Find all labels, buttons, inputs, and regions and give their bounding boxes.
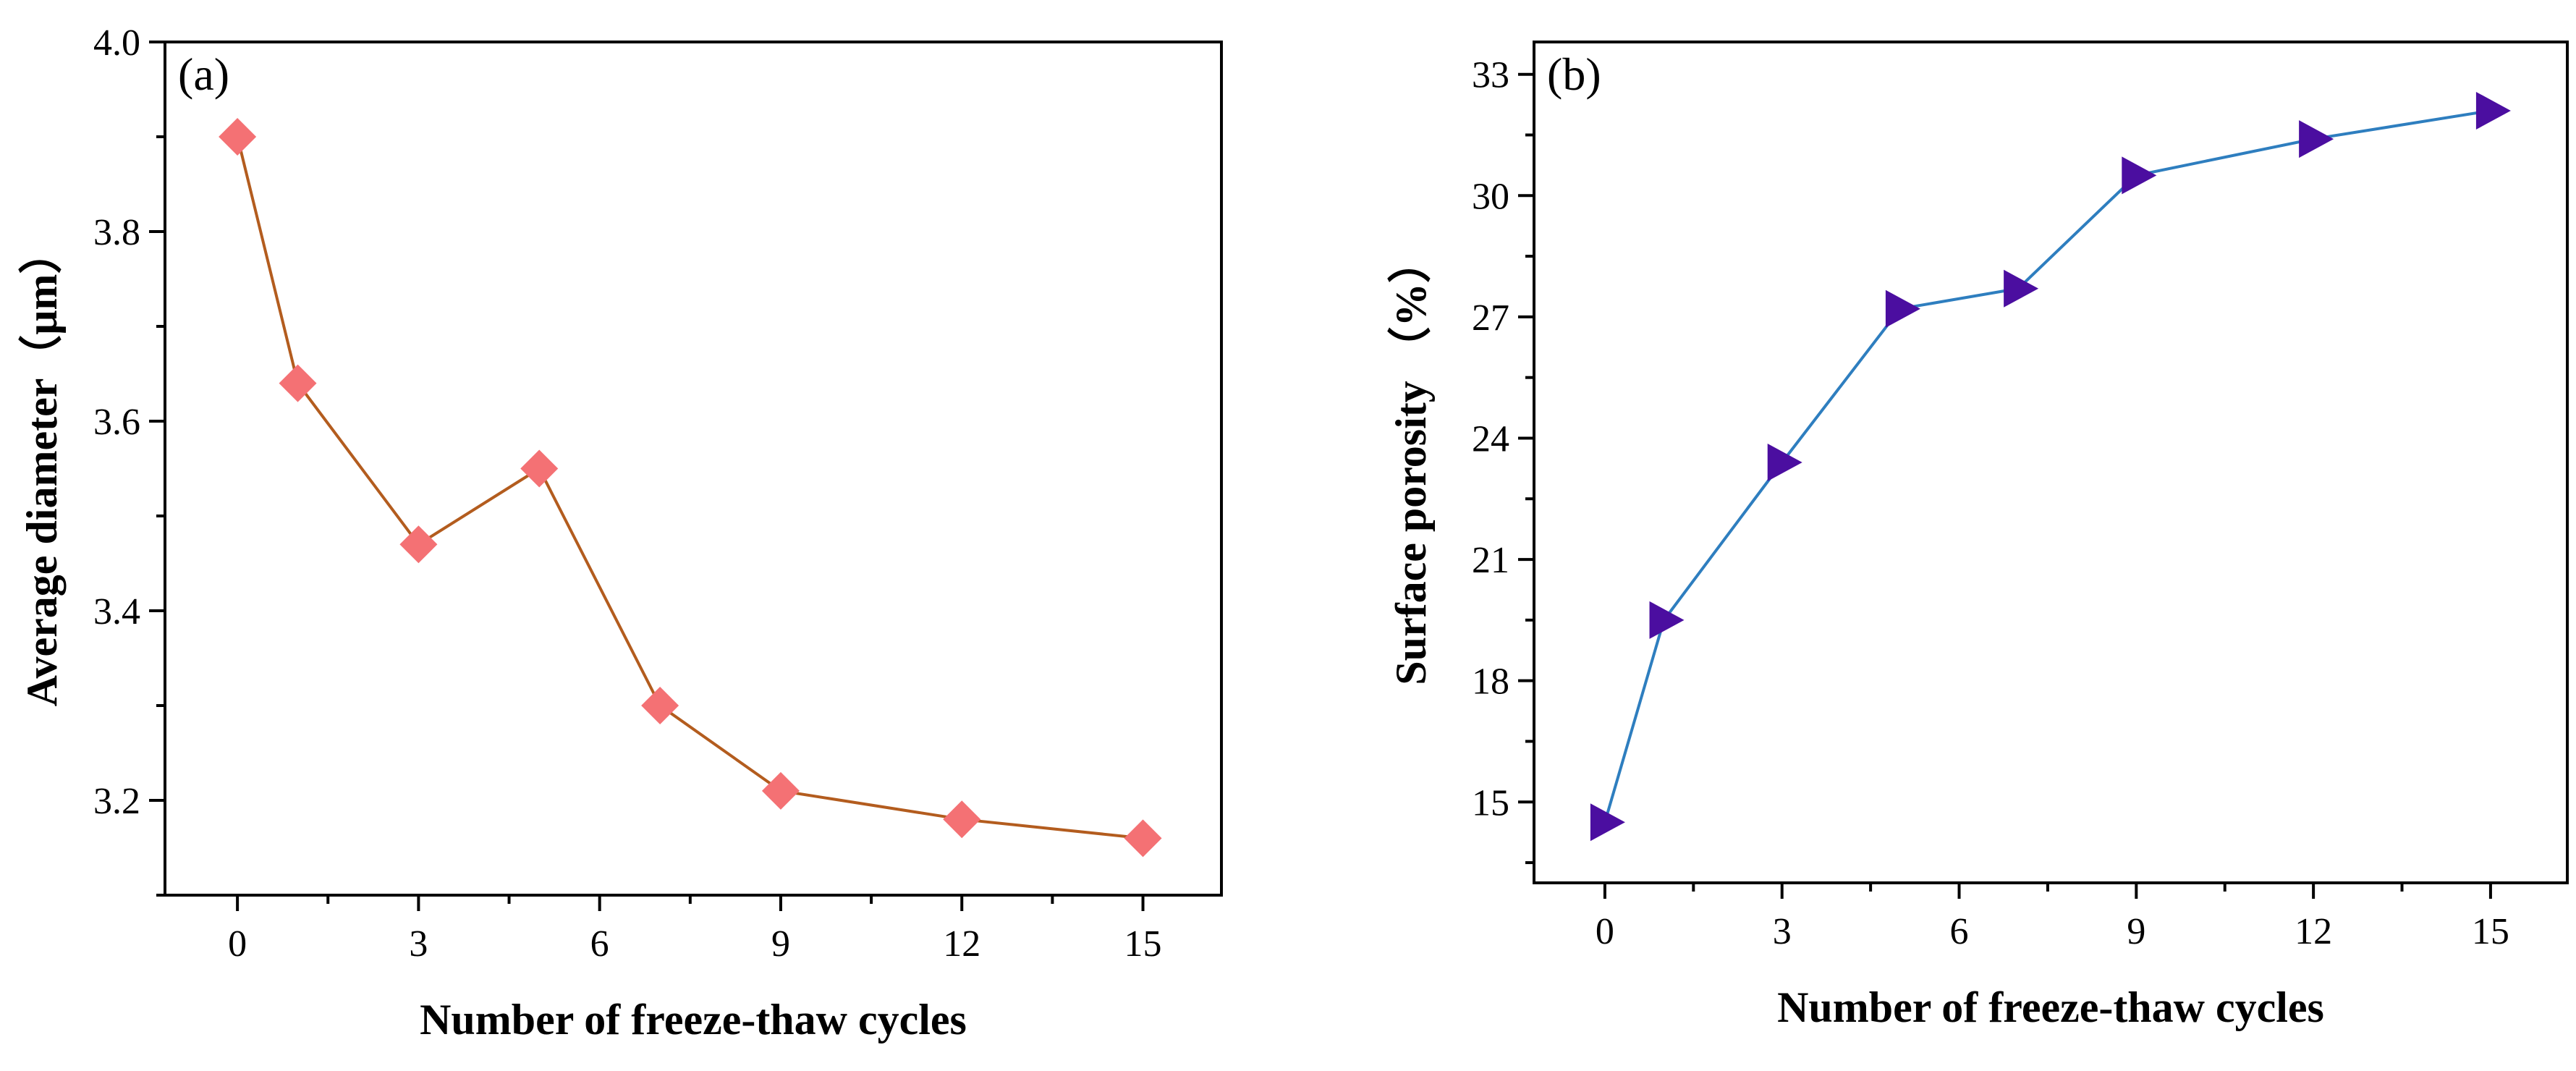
x-tick-label: 6 xyxy=(590,923,609,965)
panel-label: (a) xyxy=(178,48,229,100)
data-point-marker xyxy=(2475,91,2511,130)
data-point-marker xyxy=(641,687,679,724)
x-tick-label: 12 xyxy=(2295,911,2332,952)
data-point-marker xyxy=(2004,269,2039,308)
y-tick-label: 33 xyxy=(1472,55,1509,96)
y-tick-label: 3.8 xyxy=(93,212,140,253)
x-tick-label: 3 xyxy=(1773,911,1792,952)
x-axis-title: Number of freeze-thaw cycles xyxy=(420,996,967,1044)
x-tick-label: 0 xyxy=(228,923,247,965)
y-tick-label: 18 xyxy=(1472,661,1509,703)
data-point-marker xyxy=(399,525,438,564)
y-tick-label: 3.4 xyxy=(93,591,140,632)
data-point-marker xyxy=(1885,289,1920,328)
x-tick-label: 9 xyxy=(771,923,790,965)
series-line xyxy=(1603,109,2491,823)
y-tick-label: 3.2 xyxy=(93,781,140,822)
data-point-marker xyxy=(1649,601,1685,639)
data-point-marker xyxy=(943,800,981,839)
data-point-marker xyxy=(279,364,317,402)
plot-frame xyxy=(1533,41,2569,884)
x-tick-label: 0 xyxy=(1596,911,1614,952)
panel-a: 0 3 6 9 12 15 3.2 3.4 3.6 3.8 4.0 Number of freeze-… xyxy=(17,22,1223,1044)
x-tick-label: 15 xyxy=(1124,923,1162,965)
data-point-marker xyxy=(1590,803,1625,842)
y-tick-label: 4.0 xyxy=(93,22,140,64)
data-point-marker xyxy=(1124,819,1162,858)
x-tick-label: 9 xyxy=(2127,911,2145,952)
series-line xyxy=(236,136,1143,840)
x-tick-label: 3 xyxy=(409,923,428,965)
y-axis-title: Surface porosity （%） xyxy=(1386,240,1435,685)
y-tick-label: 27 xyxy=(1472,297,1509,339)
data-point-marker xyxy=(1767,444,1802,481)
y-tick-label: 15 xyxy=(1472,782,1509,824)
plot-frame xyxy=(164,41,1223,897)
panel-label: (b) xyxy=(1547,48,1601,100)
x-tick-label: 12 xyxy=(943,923,980,965)
x-tick-label: 15 xyxy=(2472,911,2509,952)
x-tick-label: 6 xyxy=(1950,911,1969,952)
y-tick-label: 3.6 xyxy=(93,402,140,443)
y-axis-title: Average diameter（μm） xyxy=(17,231,66,707)
data-point-marker xyxy=(2122,156,2157,195)
y-tick-label: 30 xyxy=(1472,176,1509,217)
data-point-marker xyxy=(2299,120,2334,158)
data-point-marker xyxy=(219,118,257,156)
data-point-marker xyxy=(520,449,559,488)
y-tick-label: 24 xyxy=(1472,418,1509,460)
x-axis-title: Number of freeze-thaw cycles xyxy=(1777,983,2324,1031)
data-point-marker xyxy=(761,771,800,810)
panel-b: 0 3 6 9 12 15 15 18 21 24 27 30 33 Number of freeze-t… xyxy=(1386,41,2569,1031)
y-tick-label: 21 xyxy=(1472,540,1509,581)
